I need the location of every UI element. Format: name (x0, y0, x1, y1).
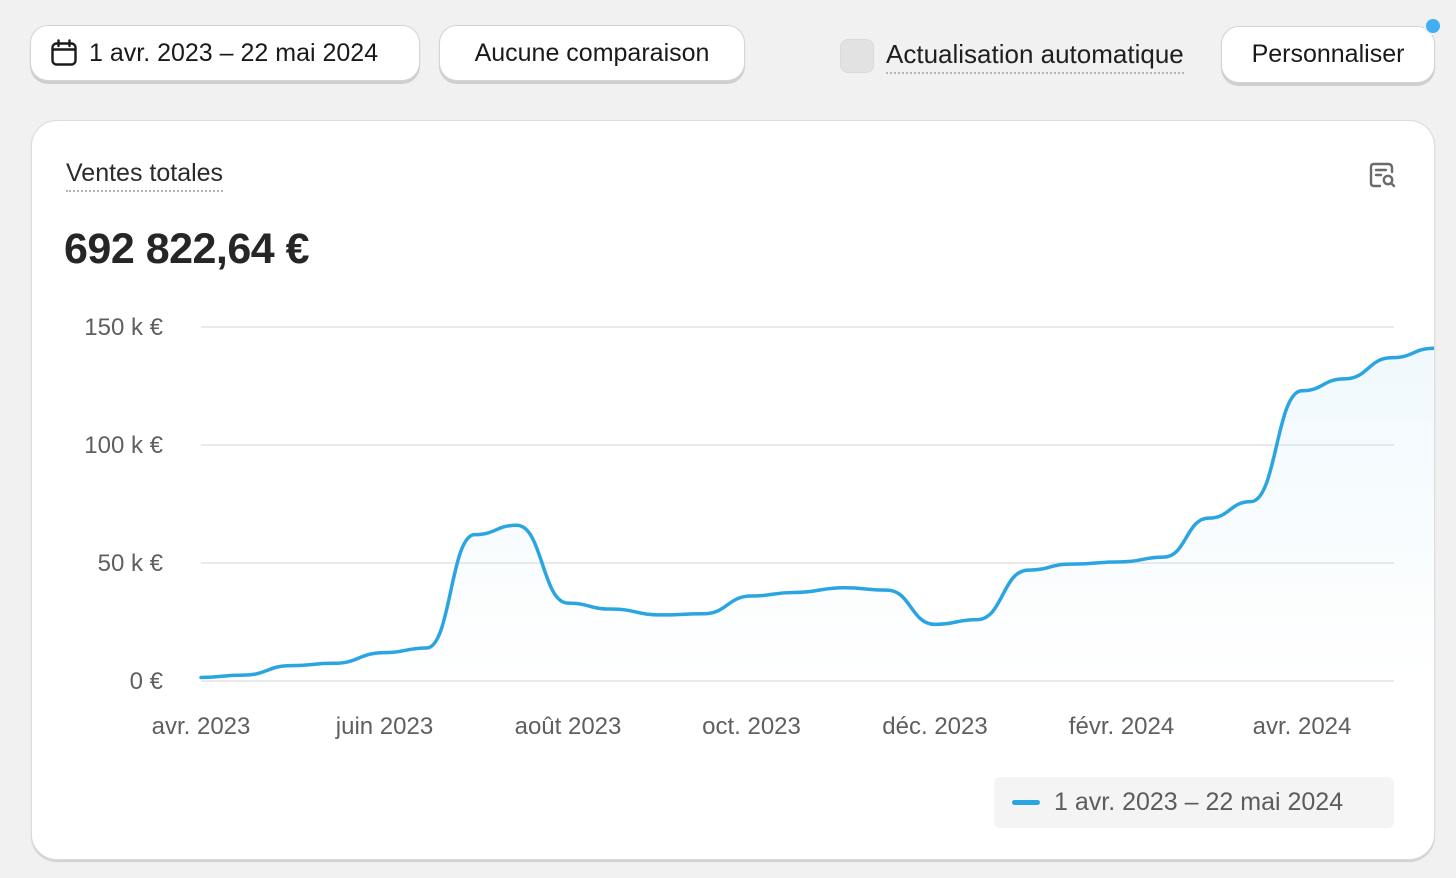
series-layer (199, 346, 1434, 681)
customize-button[interactable]: Personnaliser (1221, 26, 1435, 83)
auto-refresh-toggle[interactable]: Actualisation automatique (840, 34, 1184, 78)
x-tick-label: avr. 2023 (152, 713, 251, 740)
notification-dot (1424, 17, 1442, 35)
x-axis-labels: avr. 2023 juin 2023 août 2023 oct. 2023 déc.… (152, 713, 1352, 740)
series-area (201, 348, 1434, 681)
date-range-label: 1 avr. 2023 – 22 mai 2024 (89, 38, 379, 67)
total-sales-value: 692 822,64 € (64, 225, 310, 273)
y-tick-label: 100 k € (84, 432, 163, 459)
y-axis-labels: 0 € 50 k € 100 k € 150 k € (84, 314, 163, 695)
total-sales-card: Ventes totales 692 822,64 € 0 € 50 k € 100… (31, 120, 1435, 860)
y-tick-label: 0 € (130, 668, 164, 695)
x-tick-label: juin 2023 (335, 713, 433, 740)
x-tick-label: oct. 2023 (702, 713, 801, 740)
chart-legend[interactable]: 1 avr. 2023 – 22 mai 2024 (994, 777, 1394, 828)
x-tick-label: avr. 2024 (1253, 713, 1352, 740)
x-tick-label: août 2023 (515, 713, 622, 740)
series-line[interactable] (199, 346, 1434, 680)
auto-refresh-label: Actualisation automatique (886, 39, 1184, 74)
auto-refresh-checkbox[interactable] (840, 39, 874, 73)
x-tick-label: févr. 2024 (1069, 713, 1174, 740)
comparison-label: Aucune comparaison (474, 38, 710, 67)
x-tick-label: déc. 2023 (882, 713, 987, 740)
y-tick-label: 50 k € (98, 550, 164, 577)
calendar-icon (49, 38, 79, 68)
comparison-button[interactable]: Aucune comparaison (439, 25, 745, 81)
y-tick-label: 150 k € (84, 314, 163, 341)
date-range-button[interactable]: 1 avr. 2023 – 22 mai 2024 (30, 25, 420, 81)
customize-label: Personnaliser (1251, 40, 1405, 68)
legend-label: 1 avr. 2023 – 22 mai 2024 (1054, 788, 1344, 816)
card-title[interactable]: Ventes totales (66, 159, 224, 192)
sales-chart: 0 € 50 k € 100 k € 150 k € avr. 2023 juin 20… (84, 314, 1434, 740)
explore-data-icon[interactable] (1366, 159, 1398, 191)
toolbar: 1 avr. 2023 – 22 mai 2024 Aucune compara… (0, 0, 1456, 100)
legend-swatch (1012, 800, 1040, 805)
